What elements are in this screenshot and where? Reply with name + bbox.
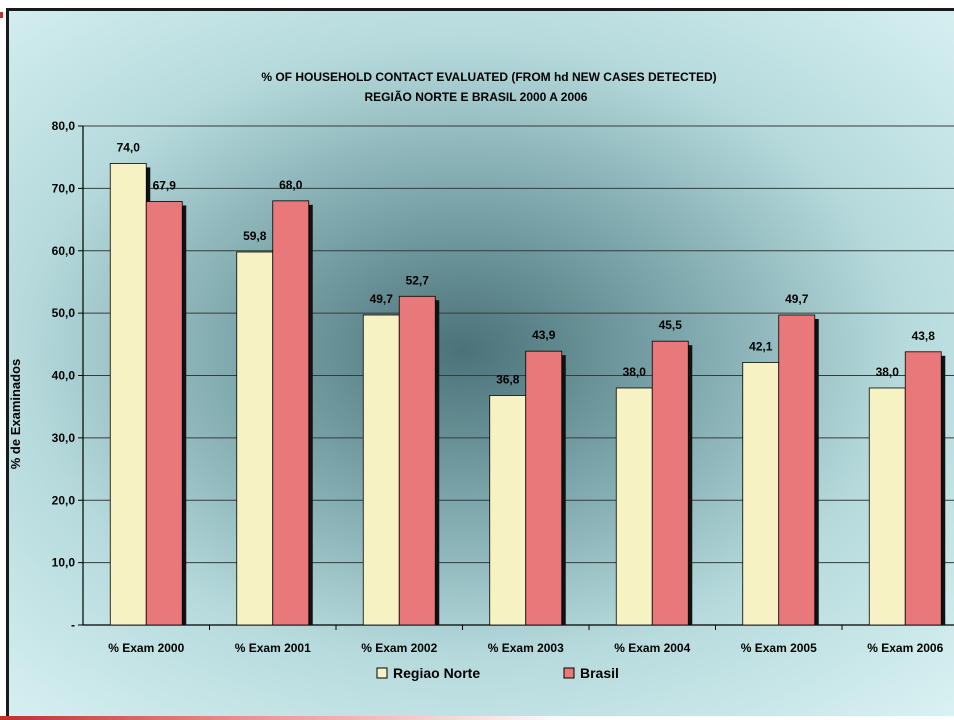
data-labels: 74,0 67,9 59,8 68,0 49,7 52,7 36,8 43,9 38,0 45,5… [117, 140, 936, 386]
bar-regiao-norte [615, 387, 653, 626]
bar-regiao-norte [489, 395, 527, 626]
legend-swatch [376, 667, 388, 679]
red-accent-bottom [0, 716, 954, 720]
data-label: 38,0 [876, 365, 900, 379]
legend-label: Regiao Norte [393, 665, 480, 681]
bar-regiao-norte [868, 387, 906, 626]
bar-brasil [272, 200, 310, 626]
y-tick-label: 60,0 [52, 244, 76, 258]
y-tick-label: 80,0 [52, 119, 76, 133]
data-label: 38,0 [623, 365, 647, 379]
data-label: 67,9 [153, 178, 177, 192]
bar-regiao-norte [109, 163, 147, 626]
bars [109, 163, 946, 626]
y-tick-label: 50,0 [52, 306, 76, 320]
chart-subtitle: REGIÃO NORTE E BRASIL 2000 A 2006 [365, 89, 588, 104]
y-tick-label: 40,0 [52, 369, 76, 383]
x-tick-label: % Exam 2003 [488, 641, 564, 655]
data-label: 68,0 [279, 178, 303, 192]
bar-regiao-norte [362, 314, 400, 626]
data-label: 43,9 [532, 328, 556, 342]
data-label: 49,7 [370, 292, 394, 306]
y-tick-label: 10,0 [52, 556, 76, 570]
bar-regiao-norte [236, 251, 274, 626]
y-tick-label: 20,0 [52, 493, 76, 507]
legend: Regiao Norte Brasil [376, 665, 619, 681]
legend-swatch [563, 667, 575, 679]
chart-title: % OF HOUSEHOLD CONTACT EVALUATED (FROM h… [261, 70, 716, 84]
x-tick-label: % Exam 2006 [867, 641, 943, 655]
bar-chart: % OF HOUSEHOLD CONTACT EVALUATED (FROM h… [9, 70, 954, 681]
x-tick-label: % Exam 2002 [361, 641, 437, 655]
bar-brasil [525, 350, 563, 626]
bar-brasil [904, 351, 942, 626]
x-tick-label: % Exam 2005 [741, 641, 817, 655]
data-label: 52,7 [406, 273, 430, 287]
y-axis-label: % de Examinados [9, 359, 23, 470]
bar-regiao-norte [742, 362, 780, 626]
y-tick-label: 70,0 [52, 181, 76, 195]
x-tick-label: % Exam 2000 [108, 641, 184, 655]
y-tick-label: 30,0 [52, 431, 76, 445]
data-label: 49,7 [785, 292, 809, 306]
x-tick-label: % Exam 2001 [235, 641, 311, 655]
data-label: 42,1 [749, 339, 773, 353]
bar-brasil [778, 314, 816, 626]
y-tick-label: - [71, 618, 75, 632]
bar-brasil [651, 340, 689, 626]
data-label: 74,0 [117, 140, 141, 154]
data-label: 45,5 [659, 318, 683, 332]
data-label: 59,8 [243, 229, 267, 243]
bar-brasil [145, 201, 183, 626]
data-label: 43,8 [912, 329, 936, 343]
red-accent-left [0, 12, 3, 18]
legend-label: Brasil [580, 665, 619, 681]
x-tick-label: % Exam 2004 [614, 641, 690, 655]
chart-frame: % OF HOUSEHOLD CONTACT EVALUATED (FROM h… [6, 8, 954, 718]
bar-brasil [398, 295, 436, 626]
data-label: 36,8 [496, 372, 520, 386]
